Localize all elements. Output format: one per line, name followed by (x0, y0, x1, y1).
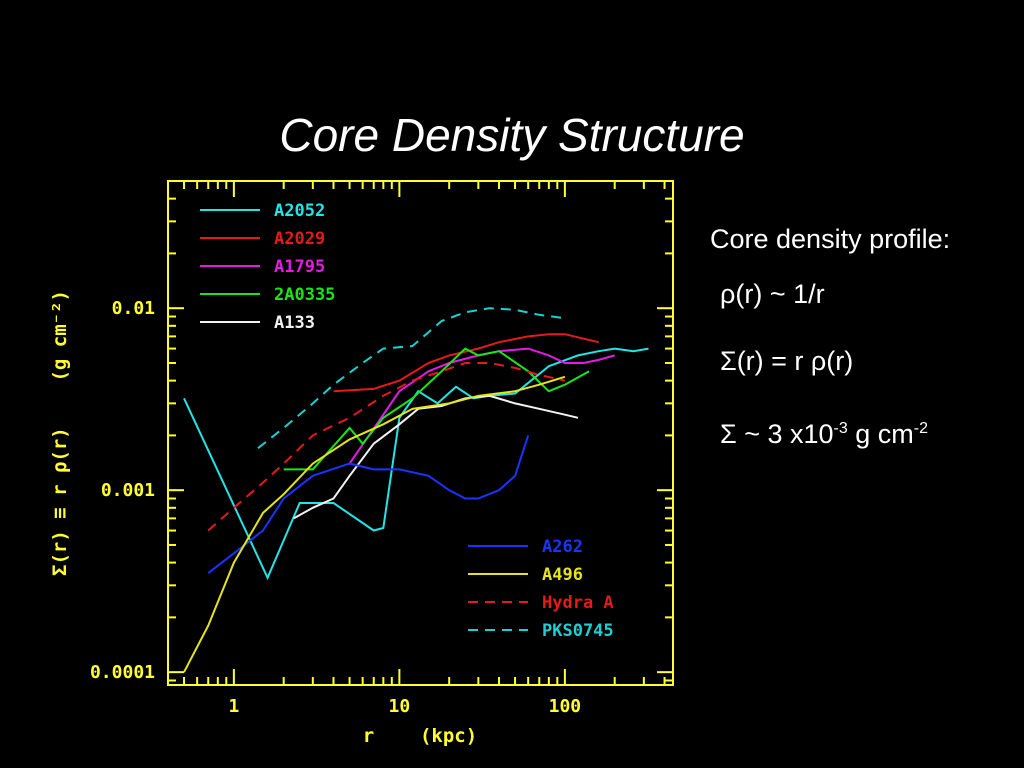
formula-sigma: Σ(r) = r ρ(r) (720, 346, 854, 376)
series-line-a496 (183, 375, 566, 673)
data-curves (183, 307, 649, 673)
slide-title: Core Density Structure (279, 109, 745, 161)
legend-label: Hydra A (542, 593, 614, 613)
series-line-hydra-a (207, 362, 566, 532)
series-line-a2029 (333, 333, 599, 393)
y-tick-label: 0.0001 (90, 662, 155, 683)
series-line-a1795 (348, 347, 615, 465)
legend: A2052 A2029 A1795 2A0335 A133 A262 A496 Hydra A… (200, 201, 614, 641)
legend-label: A2052 (274, 201, 325, 221)
legend-label: A133 (274, 313, 315, 333)
y-tick-label: 0.01 (112, 298, 155, 319)
formula-rho: ρ(r) ~ 1/r (720, 279, 825, 309)
side-title: Core density profile: (710, 224, 951, 254)
series-line-a262 (207, 435, 530, 574)
series-line-a133 (293, 394, 579, 520)
side-notes: Core density profile: ρ(r) ~ 1/r Σ(r) = … (710, 222, 1010, 452)
legend-label: 2A0335 (274, 285, 335, 305)
x-axis-label: r (kpc) (363, 725, 477, 747)
formula-sigma-value: Σ ~ 3 x10-3 g cm-2 (720, 419, 928, 449)
legend-label: A262 (542, 537, 583, 557)
x-tick-label: 1 (228, 696, 239, 717)
series-line-2a0335 (283, 347, 590, 471)
axis-ticks (167, 180, 673, 685)
series-line-pks0745 (257, 307, 566, 449)
density-chart: 1 10 100 0.0001 0.001 0.01 A2052 A2029 A1795 2A0… (49, 180, 674, 747)
legend-label: PKS0745 (542, 621, 614, 641)
legend-label: A1795 (274, 257, 325, 277)
y-tick-label: 0.001 (101, 480, 155, 501)
series-line-a2052 (183, 347, 649, 581)
x-tick-label: 10 (389, 696, 411, 717)
legend-label: A2029 (274, 229, 325, 249)
x-tick-label: 100 (549, 696, 582, 717)
legend-label: A496 (542, 565, 583, 585)
y-axis-label: Σ(r) ≡ r ρ(r) (g cm⁻²) (49, 290, 71, 576)
axis-tick-labels: 1 10 100 0.0001 0.001 0.01 (90, 298, 581, 717)
plot-frame (167, 180, 674, 686)
